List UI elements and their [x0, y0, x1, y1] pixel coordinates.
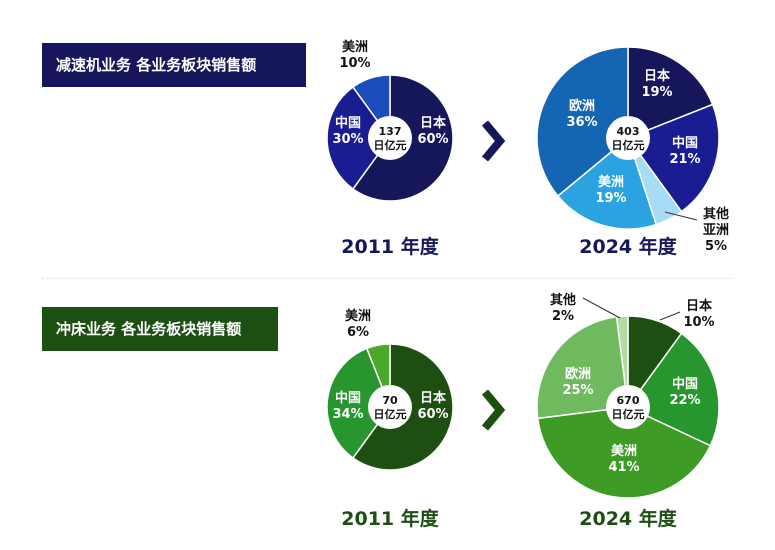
- center-hole: [368, 385, 412, 429]
- slice-label: 亚洲: [703, 223, 729, 238]
- leader-line: [582, 297, 621, 319]
- slice-label: 日本: [420, 390, 446, 406]
- slice-label: 美洲: [611, 443, 637, 459]
- chart-year-title: 2024 年度: [579, 235, 677, 258]
- slice-percent: 10%: [683, 315, 714, 330]
- slice-percent: 36%: [566, 115, 597, 130]
- slice-percent: 19%: [595, 191, 626, 206]
- center-hole: [606, 385, 650, 429]
- slice-label: 中国: [672, 376, 698, 392]
- slice-percent: 25%: [562, 383, 593, 398]
- slice-percent: 2%: [552, 309, 574, 324]
- center-hole: [368, 116, 412, 160]
- center-hole: [606, 116, 650, 160]
- pie-slice-美洲: [556, 136, 658, 230]
- slice-label: 美洲: [342, 39, 368, 55]
- leader-line: [659, 311, 681, 321]
- center-total-unit: 日亿元: [612, 407, 645, 421]
- reducer-section-title: 减速机业务 各业务板块销售额: [42, 43, 306, 87]
- pie-slice-日本: [627, 46, 714, 140]
- pie-slice-美洲: [536, 406, 712, 499]
- pie-slice-欧洲: [536, 315, 629, 420]
- slice-percent: 60%: [417, 132, 448, 147]
- slice-percent: 5%: [705, 239, 727, 254]
- slice-label: 其他: [703, 206, 729, 222]
- slice-label: 中国: [335, 390, 361, 406]
- pie-slice-中国: [326, 85, 391, 191]
- slice-label: 欧洲: [565, 366, 591, 382]
- leader-line: [664, 211, 698, 221]
- center-total-value: 403: [617, 125, 640, 138]
- pie-slice-中国: [326, 347, 391, 460]
- slice-percent: 22%: [669, 393, 700, 408]
- section-divider: [42, 278, 732, 279]
- center-total-value: 137: [379, 125, 402, 138]
- slice-percent: 41%: [608, 460, 639, 475]
- slice-percent: 19%: [641, 85, 672, 100]
- reducer-growth-arrow-icon: [481, 120, 506, 162]
- slice-label: 美洲: [345, 308, 371, 324]
- center-total-value: 670: [617, 394, 640, 407]
- pie-slice-欧洲: [536, 46, 629, 198]
- center-total-value: 70: [382, 394, 398, 407]
- center-total-unit: 日亿元: [374, 138, 407, 152]
- slice-label: 美洲: [598, 174, 624, 190]
- slice-label: 日本: [686, 298, 712, 314]
- slice-percent: 21%: [669, 152, 700, 167]
- slice-label: 中国: [672, 135, 698, 151]
- press-section-title: 冲床业务 各业务板块销售额: [42, 307, 278, 351]
- slice-percent: 30%: [332, 132, 363, 147]
- slice-label: 日本: [420, 115, 446, 131]
- slice-percent: 6%: [347, 325, 369, 340]
- slice-label: 中国: [335, 115, 361, 131]
- chart-year-title: 2011 年度: [341, 507, 439, 530]
- slice-percent: 60%: [417, 407, 448, 422]
- slice-label: 日本: [644, 68, 670, 84]
- slice-label: 其他: [550, 292, 576, 308]
- slice-percent: 34%: [332, 407, 363, 422]
- chart-year-title: 2024 年度: [579, 507, 677, 530]
- center-total-unit: 日亿元: [374, 407, 407, 421]
- pie-slice-中国: [626, 103, 720, 213]
- center-total-unit: 日亿元: [612, 138, 645, 152]
- slice-percent: 10%: [339, 56, 370, 71]
- chart-year-title: 2011 年度: [341, 235, 439, 258]
- press-growth-arrow-icon: [481, 389, 506, 431]
- slice-label: 欧洲: [569, 98, 595, 114]
